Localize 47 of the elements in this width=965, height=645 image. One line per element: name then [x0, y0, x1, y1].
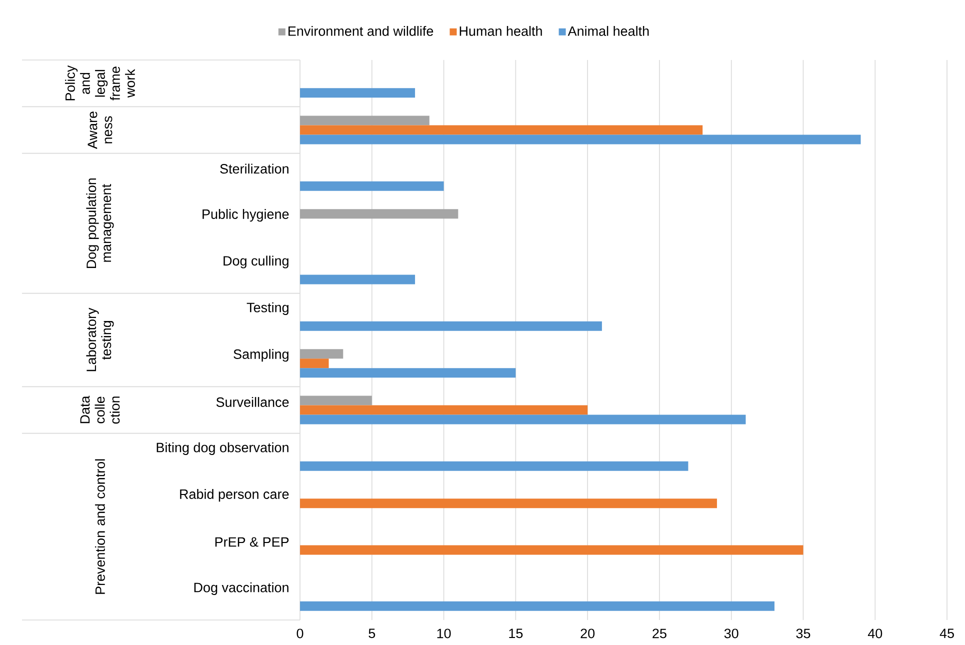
x-tick-label: 15: [509, 628, 523, 638]
bar: [300, 209, 458, 219]
bar: [300, 134, 861, 144]
y-tick-label: PrEP & PEP: [215, 537, 289, 547]
x-tick-label: 35: [796, 628, 810, 638]
bar: [300, 498, 717, 508]
legend-label: Environment and wildlife: [288, 26, 434, 36]
y-tick-label: Testing: [246, 302, 288, 315]
text: Data colle ction: [80, 396, 120, 424]
text: Dog population management: [86, 178, 114, 268]
y-tick-label: Sterilization: [220, 164, 288, 174]
x-tick-label: 10: [437, 628, 451, 638]
bar: [300, 349, 344, 359]
bar: [300, 405, 588, 415]
y-tick-label: Dog vaccination: [194, 582, 288, 595]
x-tick-label: 25: [652, 628, 666, 638]
bar: [300, 461, 688, 471]
x-tick-label: 45: [940, 628, 954, 638]
bar: [300, 125, 703, 135]
legend-label: Human health: [460, 26, 542, 36]
x-tick-label: 20: [580, 628, 595, 638]
y-tick-label: Dog culling: [224, 256, 288, 268]
text: Policy and legal frame work: [65, 65, 135, 100]
x-tick-label: 0: [296, 628, 304, 638]
bar: [300, 321, 602, 331]
x-tick-label: 5: [368, 628, 376, 638]
y-tick-label: Sampling: [234, 349, 288, 362]
y-tick-label: Biting dog observation: [156, 442, 288, 455]
bar: [300, 88, 416, 98]
bar: [300, 545, 804, 555]
text: Aware ness: [88, 112, 112, 149]
y-tick-label: Public hygiene: [202, 209, 289, 222]
bar: [300, 414, 746, 424]
bar: [300, 358, 329, 368]
bar: [300, 181, 444, 191]
bar: [300, 116, 430, 126]
y-tick-label: Rabid person care: [180, 489, 289, 502]
x-tick-label: 40: [868, 628, 882, 638]
text: Laboratory testing: [86, 308, 114, 372]
bar: [300, 396, 372, 406]
x-tick-label: 30: [724, 628, 738, 638]
y-tick-label: Surveillance: [216, 397, 289, 407]
bar: [300, 368, 516, 378]
text: Prevention and control: [95, 459, 105, 594]
legend-label: Animal health: [568, 26, 649, 36]
bar: [300, 601, 774, 611]
bar: [300, 274, 416, 284]
